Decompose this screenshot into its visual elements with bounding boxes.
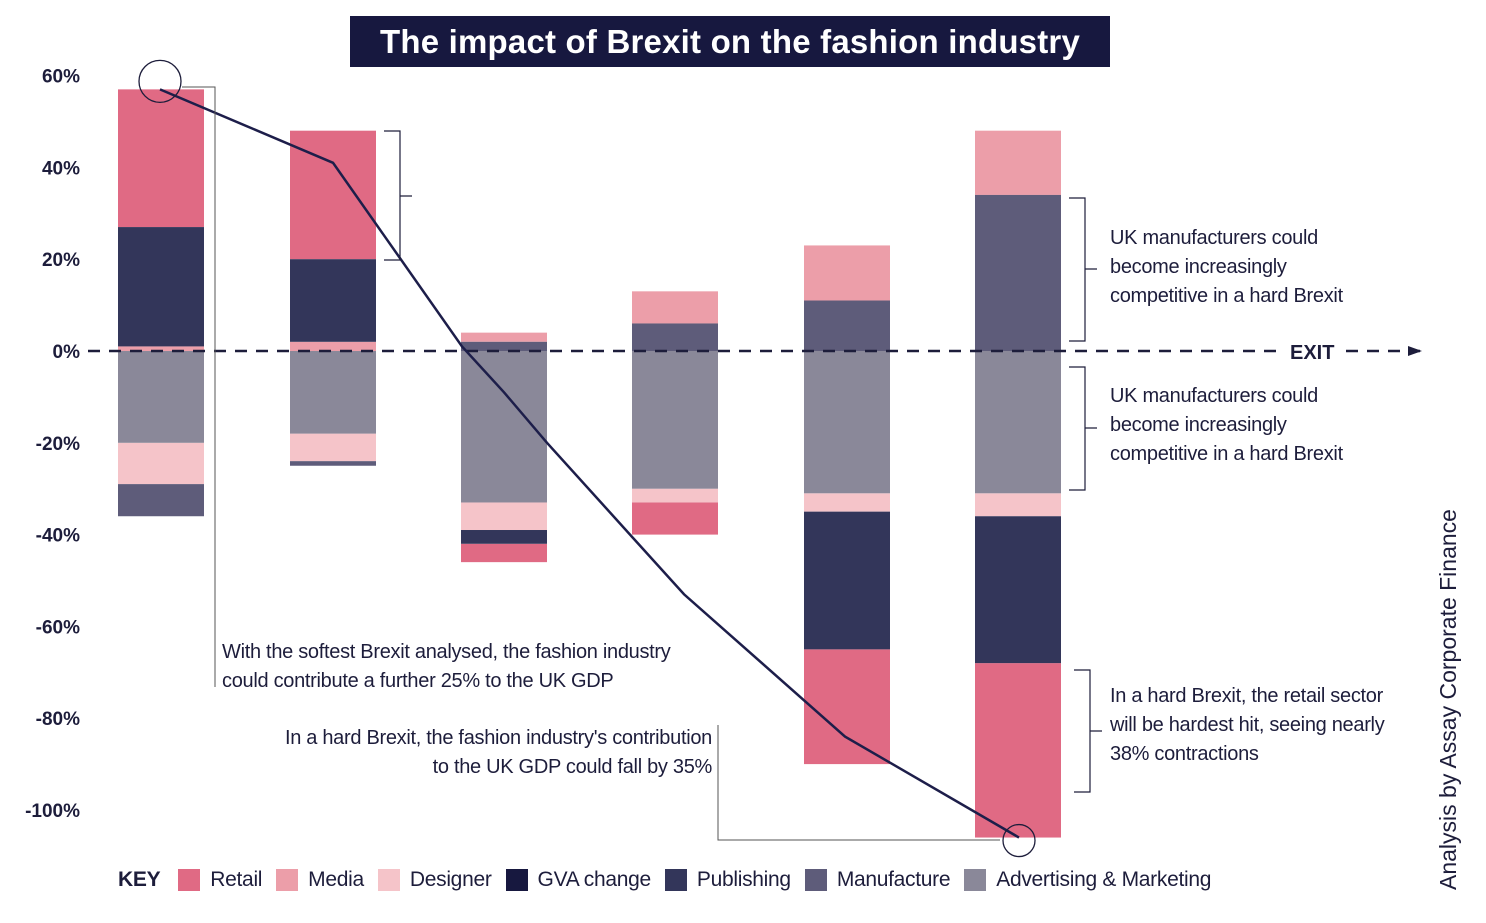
legend: KEY Retail Media Designer GVA change Pub…	[118, 865, 1225, 895]
legend-label: Manufacture	[836, 868, 951, 891]
bracket-bar2	[384, 130, 412, 261]
legend-swatch	[804, 869, 827, 891]
legend-label: GVA change	[537, 868, 652, 891]
legend-label: Retail	[210, 868, 263, 891]
y-tick-label: -20%	[36, 434, 80, 455]
bracket-retail	[1074, 669, 1102, 793]
exit-label: EXIT	[1290, 342, 1334, 364]
bar-segment-publishing	[290, 259, 376, 342]
bar-segment-retail	[461, 543, 547, 563]
bar-segment-retail	[118, 89, 204, 228]
bar-segment-designer	[118, 442, 204, 485]
legend-item-advertising-marketing: Advertising & Marketing	[964, 868, 1211, 892]
leader-hard-gdp	[717, 725, 1000, 841]
legend-item-media: Media	[276, 868, 364, 892]
bar-segment-manufacture	[975, 194, 1061, 351]
y-tick-label: 40%	[42, 158, 80, 179]
bar-segment-advertising-marketing	[975, 351, 1061, 494]
bar-segment-manufacture	[290, 461, 376, 466]
bar-segment-advertising-marketing	[632, 351, 718, 489]
legend-label: Advertising & Marketing	[996, 868, 1212, 891]
bar-segment-publishing	[461, 530, 547, 544]
y-tick-label: -100%	[25, 801, 80, 822]
bar-segment-advertising-marketing	[290, 351, 376, 434]
bar-segment-designer	[290, 433, 376, 462]
bar-segment-designer	[975, 493, 1061, 517]
y-tick-label: -40%	[36, 526, 80, 547]
bar-segment-retail	[290, 130, 376, 260]
legend-item-designer: Designer	[377, 868, 492, 892]
chart-title: The impact of Brexit on the fashion indu…	[350, 16, 1110, 67]
bar-segment-retail	[804, 649, 890, 765]
legend-swatch	[664, 869, 687, 891]
bar-segment-media	[118, 346, 204, 351]
legend-label: Designer	[409, 868, 492, 891]
legend-item-manufacture: Manufacture	[804, 868, 951, 892]
bracket-manufacturers-lower	[1069, 366, 1097, 491]
y-tick-label: 60%	[42, 67, 80, 88]
legend-swatch	[276, 869, 299, 891]
bar-segment-advertising-marketing	[118, 351, 204, 443]
bar-segment-media	[632, 291, 718, 324]
legend-label: Media	[308, 868, 364, 891]
bar-segment-media	[975, 130, 1061, 195]
legend-label: Publishing	[696, 868, 791, 891]
bar-segment-publishing	[118, 227, 204, 347]
bar-segment-designer	[461, 502, 547, 531]
annotation-softest-brexit: With the softest Brexit analysed, the fa…	[222, 641, 671, 692]
y-tick-label: 0%	[53, 342, 81, 363]
bracket-manufacturers-upper	[1069, 197, 1097, 342]
legend-item-publishing: Publishing	[664, 868, 791, 892]
bar-segment-designer	[804, 493, 890, 512]
legend-swatch	[505, 869, 528, 891]
bar-segment-media	[804, 245, 890, 301]
annotation-manufacturers-upper: UK manufacturers could become increasing…	[1110, 227, 1343, 307]
y-tick-label: -80%	[36, 709, 80, 730]
legend-swatch	[178, 869, 201, 891]
bar-segment-media	[290, 341, 376, 351]
annotation-manufacturers-lower: UK manufacturers could become increasing…	[1110, 385, 1343, 465]
bar-segment-publishing	[804, 511, 890, 650]
bar-segment-retail	[975, 663, 1061, 838]
bar-segment-publishing	[975, 516, 1061, 664]
source-credit: Analysis by Assay Corporate Finance	[1435, 509, 1461, 890]
legend-item-retail: Retail	[178, 868, 262, 892]
legend-key-label: KEY	[118, 868, 161, 891]
bar-segment-manufacture	[804, 300, 890, 351]
y-tick-label: 20%	[42, 250, 80, 271]
bar-segment-designer	[632, 488, 718, 503]
legend-swatch	[377, 869, 400, 891]
legend-swatch	[964, 869, 987, 891]
bar-segment-manufacture	[118, 484, 204, 517]
y-tick-label: -60%	[36, 617, 80, 638]
bar-segment-manufacture	[632, 323, 718, 351]
leader-softest	[182, 86, 216, 687]
bar-segment-media	[461, 332, 547, 342]
legend-item-gva-change: GVA change	[505, 868, 652, 892]
highlight-circle-bottom	[1002, 823, 1036, 858]
bar-segment-advertising-marketing	[804, 351, 890, 494]
annotation-hard-brexit-gdp: In a hard Brexit, the fashion industry's…	[284, 727, 712, 778]
bar-segment-manufacture	[461, 341, 547, 351]
bar-segment-retail	[632, 502, 718, 535]
annotation-retail: In a hard Brexit, the retail sector will…	[1110, 685, 1385, 765]
gva-change-line	[159, 88, 1020, 839]
highlight-circle-top	[138, 59, 182, 104]
